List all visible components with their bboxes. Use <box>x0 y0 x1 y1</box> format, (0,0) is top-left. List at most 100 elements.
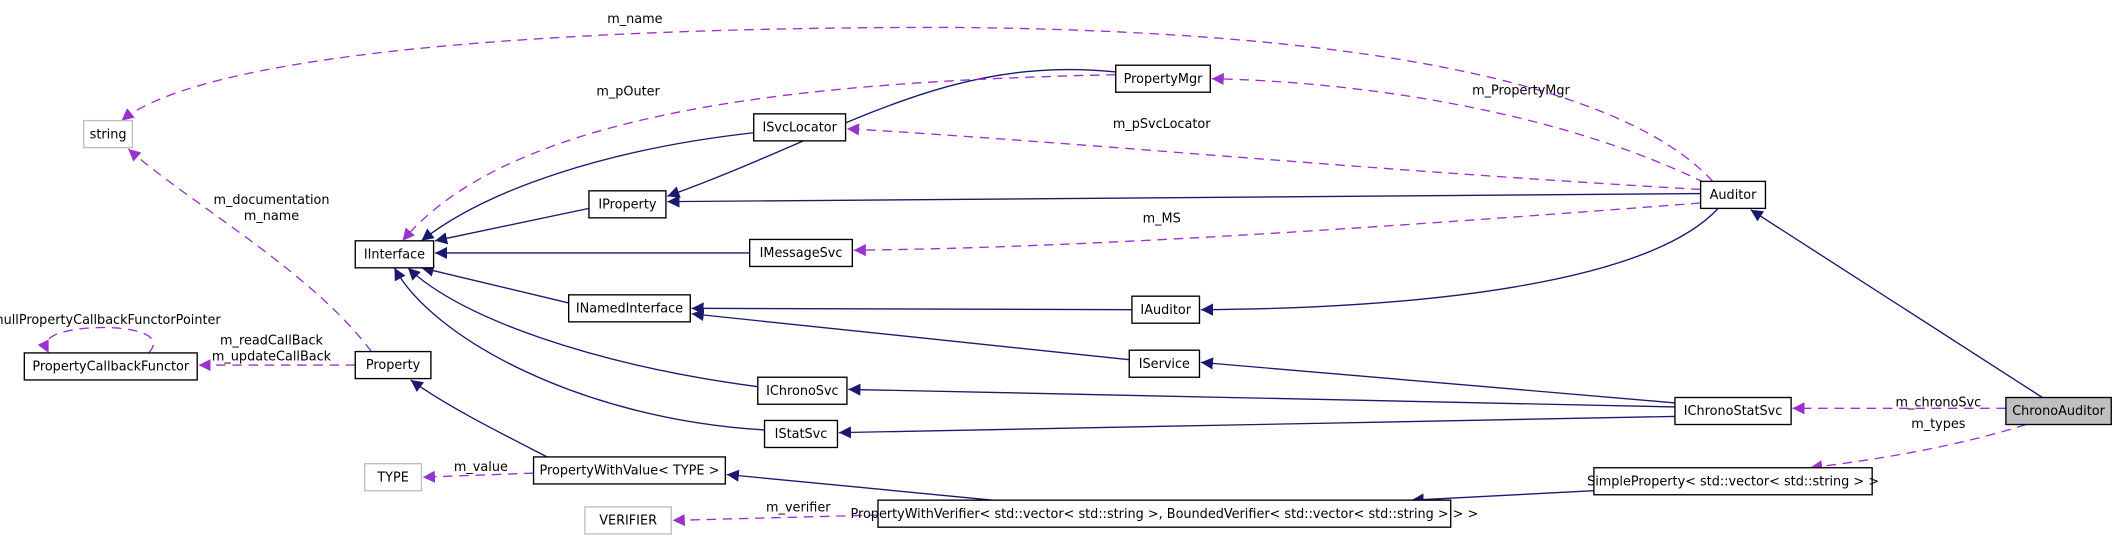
node-label: IInterface <box>364 247 425 262</box>
edge-label: m_documentation <box>213 193 329 208</box>
class-node: VERIFIER <box>584 506 673 535</box>
edge-label: nullPropertyCallbackFunctorPointer <box>0 313 221 328</box>
edge <box>691 302 1132 315</box>
edge <box>667 68 1116 198</box>
class-node: IChronoStatSvc <box>1674 396 1792 426</box>
edges <box>37 26 2043 527</box>
edge-label: m_name <box>244 209 299 224</box>
class-node: ChronoAuditor <box>2005 396 2112 426</box>
class-node: IService <box>1128 349 1201 378</box>
edge <box>667 192 1701 208</box>
node-label: IStatSvc <box>775 427 828 442</box>
edge <box>410 379 548 458</box>
node-label: TYPE <box>376 470 409 485</box>
node-label: SimpleProperty< std::vector< std::string… <box>1587 474 1879 489</box>
class-node: IMessageSvc <box>748 238 854 268</box>
class-node: IProperty <box>588 190 667 219</box>
edge <box>1200 357 1676 404</box>
edge-label: m_name <box>607 12 662 27</box>
node-label: ChronoAuditor <box>2012 404 2105 419</box>
node-label: string <box>90 127 127 142</box>
node-box <box>757 376 848 405</box>
edge <box>726 469 993 501</box>
edge <box>1809 423 2027 473</box>
node-box <box>23 352 198 381</box>
edge <box>421 264 569 304</box>
node-box <box>877 499 1452 528</box>
edge-label: m_pSvcLocator <box>1113 117 1211 132</box>
class-node: PropertyWithValue< TYPE > <box>532 456 727 485</box>
edge <box>407 267 758 388</box>
edge-label: m_MS <box>1143 212 1181 227</box>
edge <box>393 267 765 431</box>
edge <box>421 132 754 242</box>
node-box <box>1128 349 1201 378</box>
edge-label: m_PropertyMgr <box>1472 83 1570 98</box>
class-node: ISvcLocator <box>753 113 847 142</box>
edge <box>691 308 1130 361</box>
node-label: Property <box>366 358 421 373</box>
edge <box>1211 72 1705 184</box>
class-node: IChronoSvc <box>757 376 848 405</box>
node-label: PropertyWithValue< TYPE > <box>540 464 720 479</box>
node-label: PropertyMgr <box>1124 72 1203 87</box>
node-box <box>354 350 432 380</box>
node-box <box>2005 396 2112 426</box>
node-box <box>354 240 435 269</box>
class-node: string <box>83 119 134 149</box>
node-label: IMessageSvc <box>760 246 843 261</box>
edge <box>127 148 373 352</box>
edge-label: m_pOuter <box>596 85 660 100</box>
node-label: Auditor <box>1710 188 1757 203</box>
edge-labels: m_name m_pOuter m_PropertyMgr m_pSvcLoca… <box>0 12 1981 516</box>
edge-label: m_types <box>1911 417 1966 432</box>
node-label: IChronoStatSvc <box>1684 404 1783 419</box>
node-box <box>83 119 134 149</box>
node-label: VERIFIER <box>599 514 657 529</box>
nodes: string IInterface ISvcLocator PropertyMgr IP… <box>23 64 2112 535</box>
node-label: IService <box>1139 357 1190 372</box>
edge <box>1750 209 2043 399</box>
node-box <box>753 113 847 142</box>
class-node: IInterface <box>354 240 435 269</box>
edge <box>848 383 1675 408</box>
node-box <box>1699 180 1767 210</box>
edge <box>1200 207 1719 316</box>
class-node: PropertyWithVerifier< std::vector< std::… <box>850 499 1478 528</box>
node-label: ISvcLocator <box>762 121 837 136</box>
edge-label: m_chronoSvc <box>1895 395 1981 410</box>
class-node: PropertyCallbackFunctor <box>23 352 198 381</box>
node-box <box>1674 396 1792 426</box>
node-box <box>1131 295 1201 324</box>
node-box <box>567 294 691 323</box>
class-node: IStatSvc <box>763 419 839 449</box>
node-box <box>584 506 673 535</box>
class-node: IAuditor <box>1131 295 1201 324</box>
edge <box>1411 490 1594 506</box>
class-node: INamedInterface <box>567 294 691 323</box>
node-box <box>364 463 423 492</box>
node-box <box>532 456 727 485</box>
node-box <box>763 419 839 449</box>
edge <box>434 207 590 245</box>
node-label: INamedInterface <box>576 302 683 317</box>
edge <box>853 202 1701 257</box>
class-node: Auditor <box>1699 180 1767 210</box>
node-label: IAuditor <box>1140 303 1191 318</box>
edge-label: m_verifier <box>766 501 831 516</box>
node-box <box>588 190 667 219</box>
edge <box>422 470 534 483</box>
class-node: TYPE <box>364 463 423 492</box>
edge-label: m_value <box>454 460 508 475</box>
edge-label: m_updateCallBack <box>212 349 332 364</box>
class-node: PropertyMgr <box>1115 64 1211 93</box>
node-box <box>1593 467 1873 496</box>
node-box <box>1115 64 1211 93</box>
class-node: SimpleProperty< std::vector< std::string… <box>1587 467 1879 496</box>
node-label: IChronoSvc <box>766 384 838 399</box>
edge <box>121 26 1714 182</box>
node-box <box>748 238 854 268</box>
edge <box>846 123 1701 191</box>
edge <box>838 415 1675 439</box>
